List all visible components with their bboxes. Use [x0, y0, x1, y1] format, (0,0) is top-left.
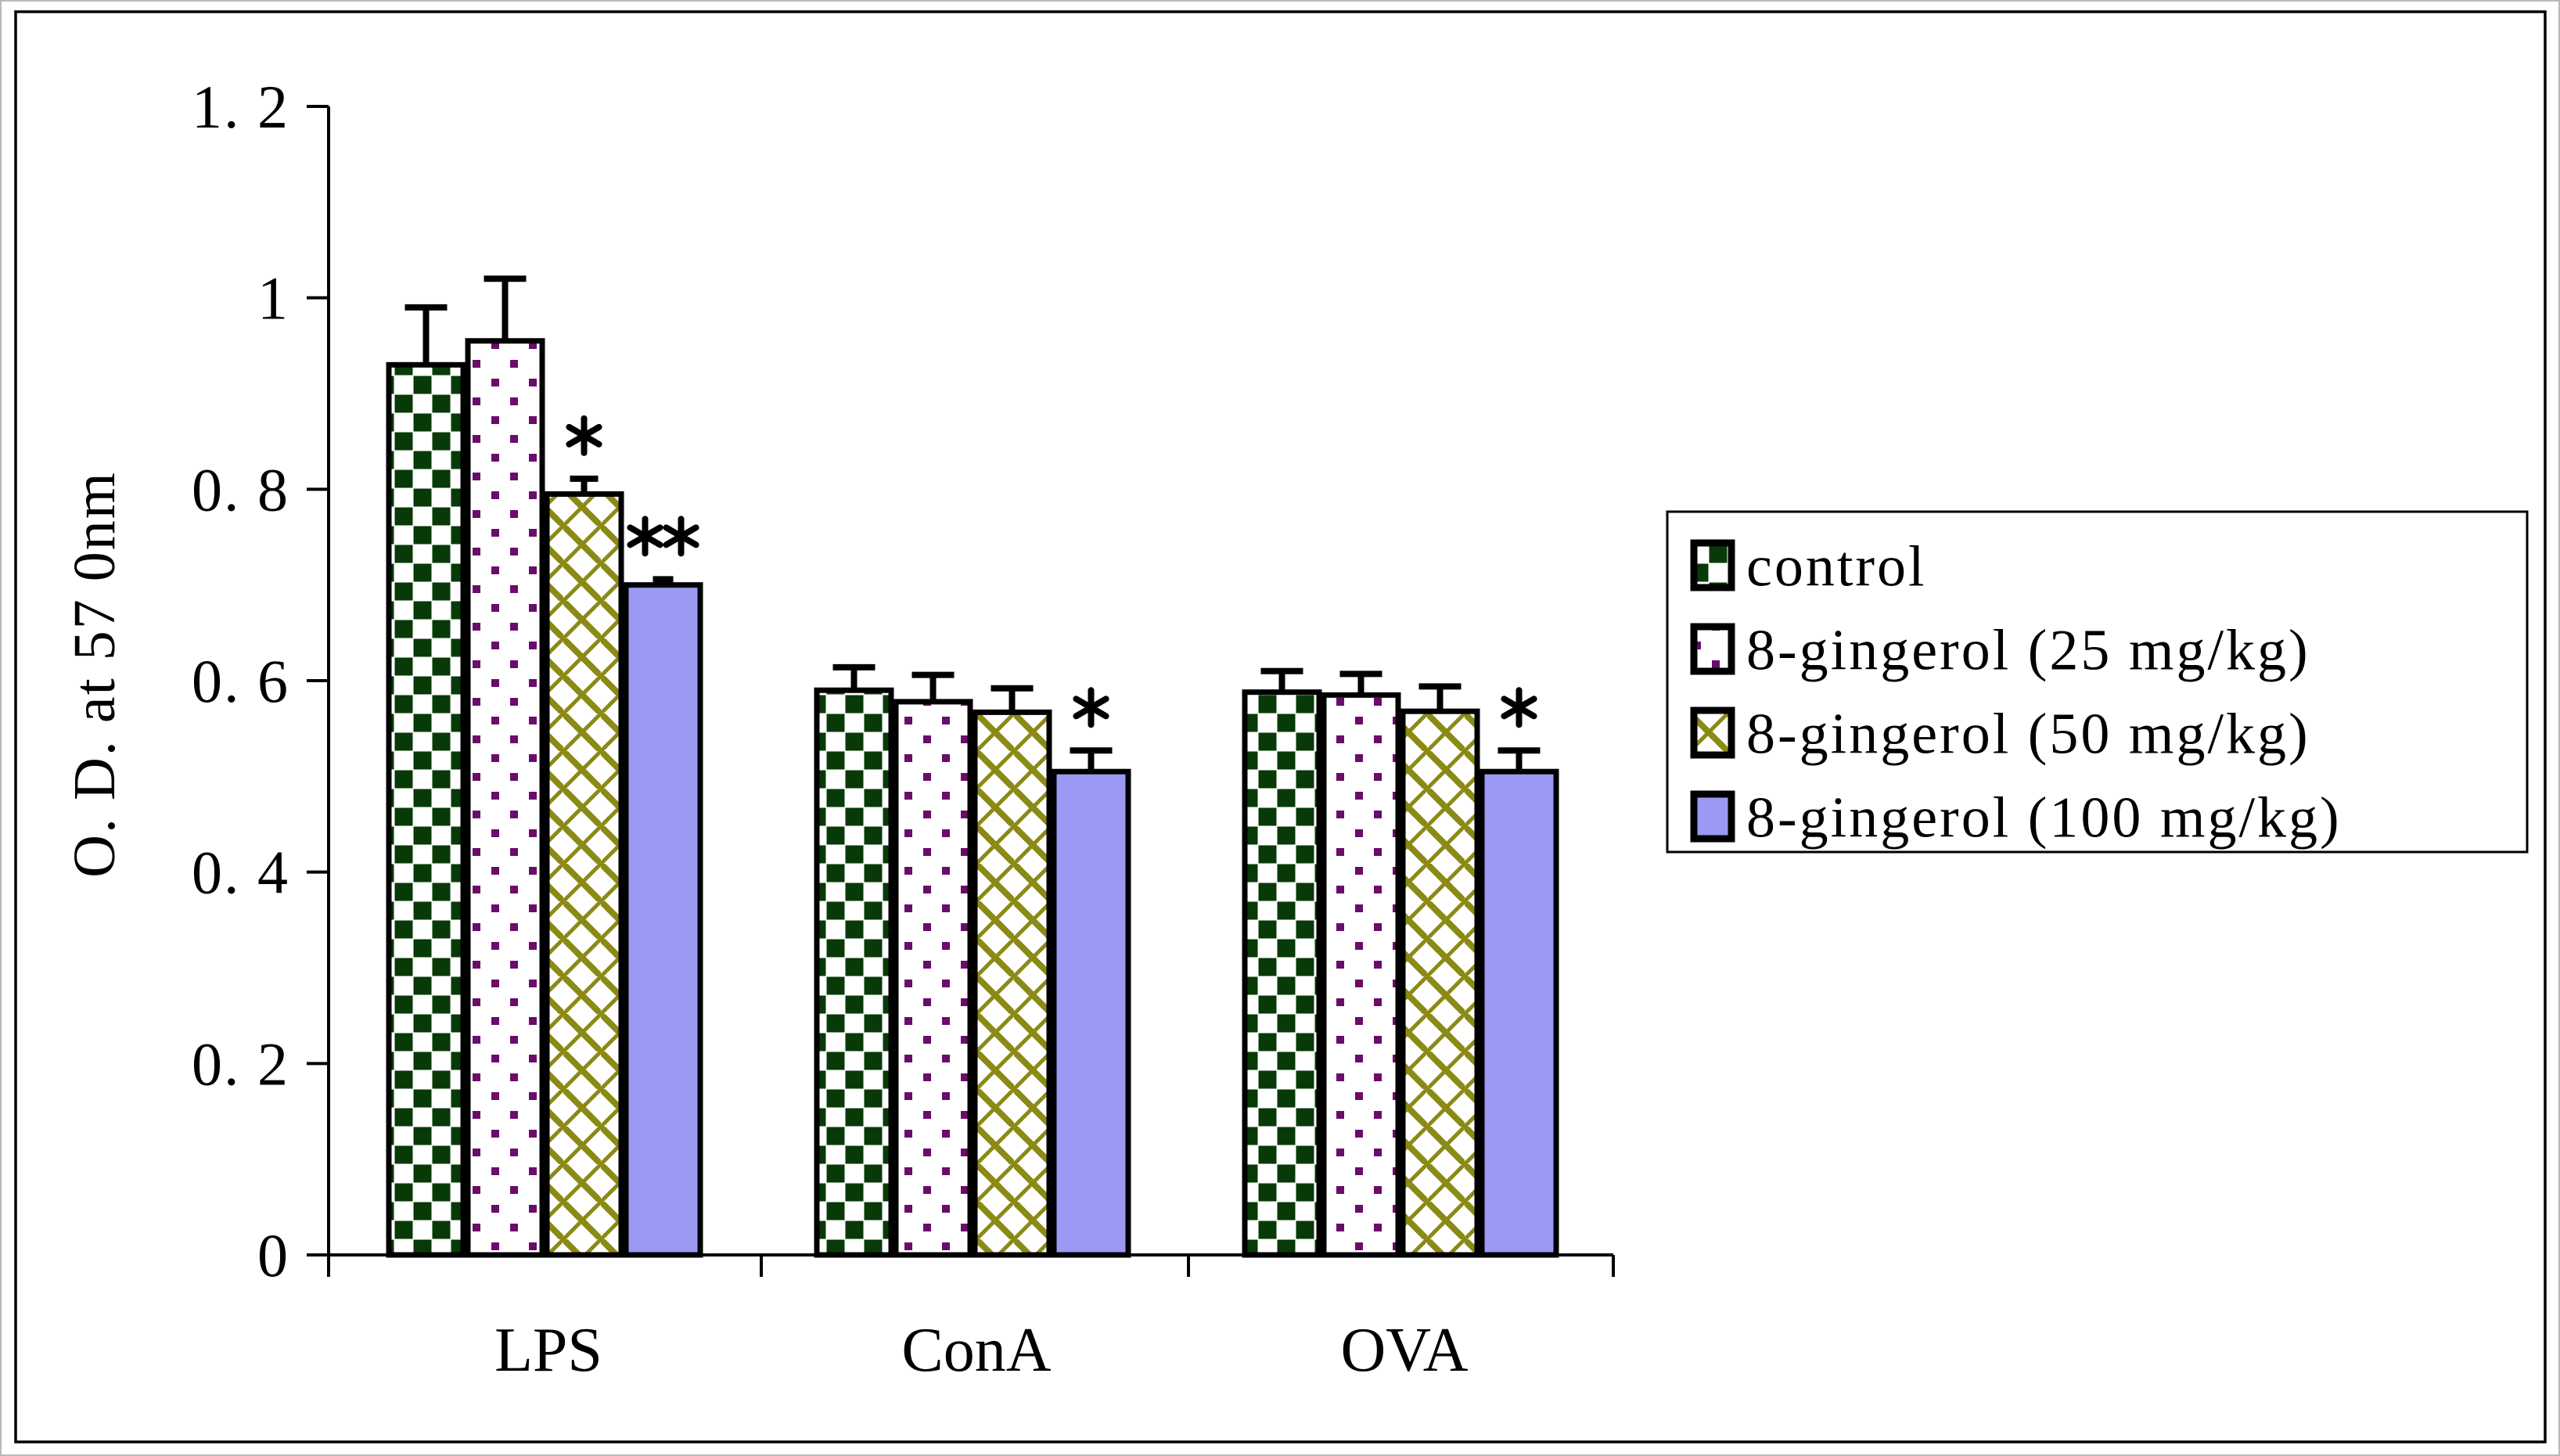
star-spoke [1073, 696, 1109, 720]
legend-label: 8-gingerol (25 mg/kg) [1746, 619, 2310, 683]
annotation-star [1501, 687, 1537, 728]
bar-lps-gingerol-1 [465, 338, 545, 1258]
bar-cona-gingerol-1 [893, 699, 973, 1258]
x-category-label: OVA [1340, 1316, 1468, 1385]
annotation-star [566, 415, 602, 456]
bar-lps-control [386, 361, 466, 1258]
significance-star [1073, 687, 1109, 728]
x-category-label: LPS [494, 1316, 602, 1385]
star-spoke [566, 423, 602, 448]
y-tick-label: 0. 2 [192, 1030, 289, 1098]
bar-cona-gingerol-3 [1051, 768, 1131, 1258]
legend-label: 8-gingerol (100 mg/kg) [1746, 786, 2342, 850]
x-category-label: ConA [901, 1316, 1051, 1385]
legend-swatch-checker [1690, 539, 1735, 591]
bar-lps-gingerol-3 [623, 582, 703, 1258]
legend-swatch-dots [1690, 623, 1735, 675]
y-tick-label: 1 [257, 264, 289, 333]
y-tick-label: 0. 4 [192, 839, 289, 907]
significance-star [627, 516, 663, 557]
legend-swatch-solid [1690, 790, 1735, 843]
annotation-starstar [627, 516, 699, 557]
bar-ova-gingerol-2 [1400, 708, 1480, 1258]
bar-lps-gingerol-2 [544, 491, 624, 1258]
bar-ova-gingerol-3 [1479, 768, 1559, 1258]
annotation-star [1073, 687, 1109, 728]
bar-ova-control [1242, 689, 1322, 1258]
bar-cona-control [814, 687, 894, 1258]
significance-star [1501, 687, 1537, 728]
legend-box [1666, 510, 2529, 854]
bar-ova-gingerol-1 [1321, 692, 1401, 1258]
y-tick-label: 1. 2 [192, 73, 289, 141]
y-tick-label: 0. 6 [192, 647, 289, 715]
figure-border [14, 10, 2547, 1443]
y-tick-label: 0. 8 [192, 455, 289, 523]
star-spoke [627, 524, 663, 548]
bars-group [386, 275, 1559, 1258]
bar-cona-gingerol-2 [972, 709, 1052, 1258]
legend-label: control [1746, 535, 1927, 599]
y-axis-title: O. D. at 57 0nm [62, 471, 128, 878]
star-spoke [663, 524, 699, 548]
legend-label: 8-gingerol (50 mg/kg) [1746, 703, 2310, 767]
y-tick-label: 0 [257, 1221, 289, 1289]
significance-star [566, 415, 602, 456]
star-spoke [1501, 696, 1537, 720]
significance-star [663, 516, 699, 557]
legend-swatch-trellis [1690, 706, 1735, 759]
